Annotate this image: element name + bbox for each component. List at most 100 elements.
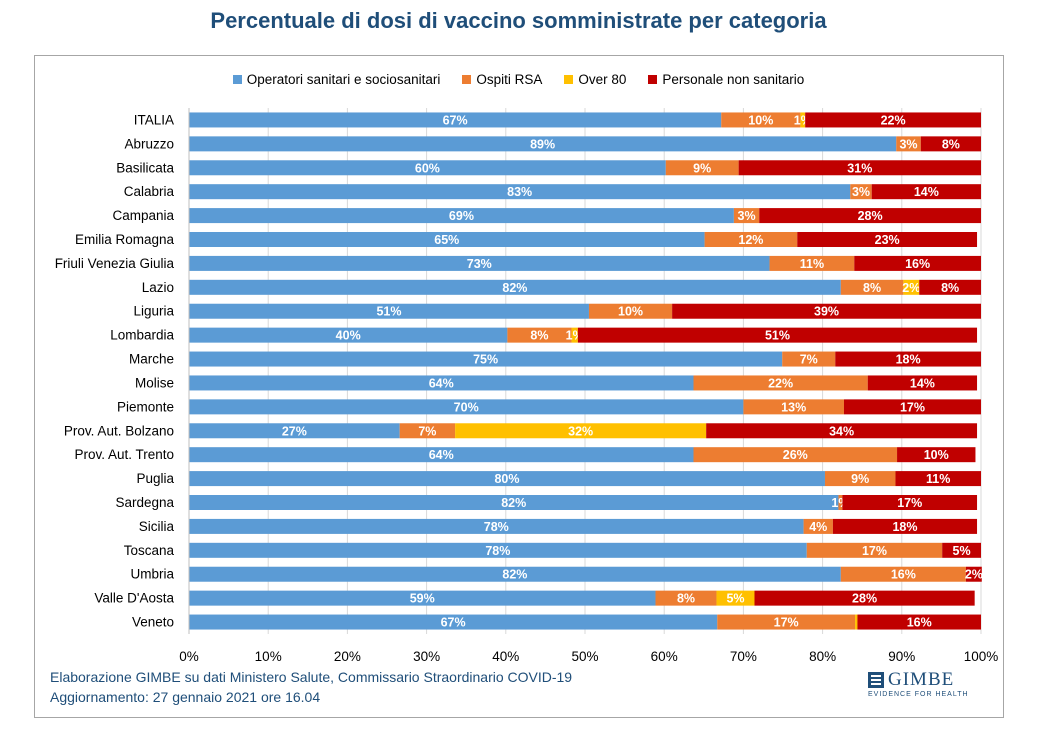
data-label: 28% xyxy=(852,592,877,606)
bar-segment xyxy=(189,471,825,487)
bar-segment xyxy=(717,614,856,630)
x-tick-label: 0% xyxy=(179,649,199,664)
data-label: 64% xyxy=(429,448,454,462)
logo-text: GIMBE xyxy=(888,669,955,690)
bar-segment xyxy=(835,351,981,367)
data-label: 13% xyxy=(781,400,806,414)
data-label: 34% xyxy=(829,424,854,438)
data-label: 64% xyxy=(429,376,454,390)
data-label: 67% xyxy=(443,113,468,127)
update-note: Aggiornamento: 27 gennaio 2021 ore 16.04 xyxy=(50,689,321,705)
legend-swatch xyxy=(564,74,574,84)
bar-segment xyxy=(738,160,981,176)
bar-segment xyxy=(850,184,872,200)
data-label: 18% xyxy=(892,520,917,534)
data-label: 7% xyxy=(800,353,818,367)
bar-segment xyxy=(942,542,981,558)
data-label: 17% xyxy=(774,616,799,630)
bar-segment xyxy=(571,327,578,343)
data-label: 11% xyxy=(800,257,824,271)
logo-tagline: EVIDENCE FOR HEALTH xyxy=(868,691,969,698)
bar-segment xyxy=(903,279,920,295)
data-label: 16% xyxy=(907,616,932,630)
bar-segment xyxy=(854,255,981,271)
bar-segment xyxy=(704,232,798,247)
data-label: 7% xyxy=(418,424,436,438)
data-label: 65% xyxy=(434,233,459,247)
bar-segment xyxy=(189,375,694,391)
data-label: 22% xyxy=(768,376,793,390)
data-label: 3% xyxy=(738,209,756,223)
bar-segment xyxy=(800,112,806,128)
bar-segment xyxy=(189,614,718,630)
bar-segment xyxy=(721,112,801,128)
data-label: 8% xyxy=(941,281,959,295)
bar-segment xyxy=(189,399,744,415)
bar-segment xyxy=(769,255,855,271)
bar-segment xyxy=(842,495,978,510)
data-label: 3% xyxy=(852,185,870,199)
gimbe-logo: GIMBE EVIDENCE FOR HEALTH xyxy=(868,669,986,705)
data-label: 17% xyxy=(862,544,887,558)
x-tick-label: 10% xyxy=(255,649,282,664)
bar-segment xyxy=(840,566,966,582)
data-label: 40% xyxy=(336,329,361,343)
category-label: Abruzzo xyxy=(124,136,174,151)
bar-segment xyxy=(743,399,844,415)
category-label: Prov. Aut. Bolzano xyxy=(64,423,174,438)
x-tick-label: 100% xyxy=(964,649,999,664)
category-label: Calabria xyxy=(124,184,175,199)
data-label: 78% xyxy=(484,520,509,534)
bar-segment xyxy=(455,423,707,439)
category-label: Basilicata xyxy=(116,160,174,175)
bar-segment xyxy=(838,495,843,510)
data-label: 80% xyxy=(494,472,519,486)
bar-segment xyxy=(189,112,722,128)
category-label: Sardegna xyxy=(115,495,174,510)
source-note: Elaborazione GIMBE su dati Ministero Sal… xyxy=(50,669,573,685)
x-tick-label: 90% xyxy=(888,649,915,664)
bar-segment xyxy=(806,542,943,558)
legend-swatch xyxy=(462,74,472,84)
data-label: 26% xyxy=(783,448,808,462)
category-label: Sicilia xyxy=(139,519,175,534)
data-label: 14% xyxy=(914,185,939,199)
category-label: Toscana xyxy=(124,543,175,558)
bar-segment xyxy=(672,303,981,319)
x-tick-label: 50% xyxy=(571,649,598,664)
bar-segment xyxy=(803,518,833,534)
bar-segment xyxy=(189,232,705,247)
legend-label: Operatori sanitari e sociosanitari xyxy=(246,71,441,87)
bar-segment xyxy=(665,160,739,176)
data-label: 60% xyxy=(415,161,440,175)
bar-segment xyxy=(782,351,836,367)
data-label: 2% xyxy=(965,568,983,582)
category-label: Liguria xyxy=(133,304,174,319)
x-tick-label: 80% xyxy=(809,649,836,664)
bar-segment xyxy=(577,327,978,343)
data-label: 78% xyxy=(485,544,510,558)
bar-segment xyxy=(897,447,976,463)
bar-segment xyxy=(857,614,981,630)
chart-title: Percentuale di dosi di vaccino somminist… xyxy=(210,8,827,33)
category-label: Emilia Romagna xyxy=(75,232,175,247)
bar-segment xyxy=(840,279,904,295)
bar-segment xyxy=(919,279,981,295)
legend-label: Over 80 xyxy=(578,71,627,87)
bar-segment xyxy=(189,327,508,343)
category-label: Lombardia xyxy=(110,328,174,343)
data-label: 16% xyxy=(891,568,916,582)
data-label: 9% xyxy=(693,161,711,175)
bar-segment xyxy=(920,136,981,152)
bar-segment xyxy=(797,232,978,247)
data-label: 4% xyxy=(809,520,827,534)
data-label: 22% xyxy=(881,113,906,127)
bar-segment xyxy=(693,375,868,391)
legend-item: Ospiti RSA xyxy=(462,72,542,87)
data-label: 82% xyxy=(502,568,527,582)
logo-mark-icon xyxy=(868,672,884,688)
data-label: 10% xyxy=(748,113,773,127)
data-label: 8% xyxy=(677,592,695,606)
bar-segment xyxy=(189,542,807,558)
